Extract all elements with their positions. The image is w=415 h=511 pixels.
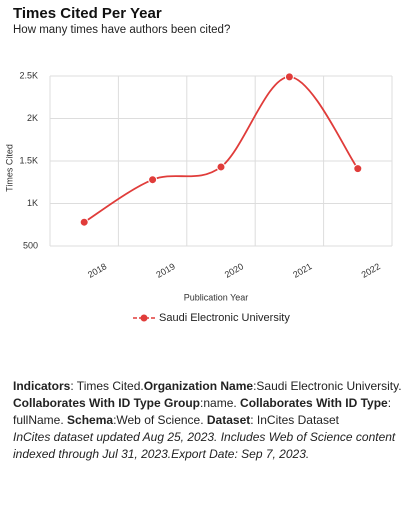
- chart-subtitle: How many times have authors been cited?: [13, 24, 230, 36]
- chart: Times Cited Per Year How many times have…: [4, 5, 393, 324]
- x-tick-label: 2019: [154, 261, 176, 280]
- data-point: [353, 164, 363, 174]
- x-tick-label: 2021: [291, 261, 313, 280]
- y-tick-label: 2K: [27, 113, 38, 123]
- x-axis-label: Publication Year: [184, 292, 249, 302]
- indicator-label: Collaborates With ID Type: [240, 396, 388, 410]
- data-point: [148, 175, 158, 185]
- legend-marker: [140, 314, 148, 322]
- y-tick-label: 2.5K: [19, 70, 38, 80]
- x-tick-label: 2020: [223, 261, 245, 280]
- indicator-label: Organization Name: [143, 379, 254, 393]
- x-tick-label: 2018: [86, 261, 108, 280]
- indicator-label: Dataset: [206, 413, 251, 427]
- indicator-label: Indicators: [13, 379, 71, 393]
- indicator-text: :Web of Science.: [113, 413, 207, 427]
- indicator-text: :name.: [200, 396, 241, 410]
- indicator-text: : fullName.: [13, 396, 392, 427]
- data-point: [79, 217, 89, 227]
- indicator-label: Collaborates With ID Type Group: [13, 396, 201, 410]
- data-point: [216, 162, 226, 172]
- dataset-note: InCites dataset updated Aug 25, 2023. In…: [13, 430, 396, 461]
- series-line: [83, 75, 359, 223]
- chart-title: Times Cited Per Year: [13, 5, 162, 22]
- indicator-text: :Saudi Electronic University.: [253, 379, 402, 393]
- y-tick-label: 500: [23, 240, 38, 250]
- y-tick-label: 1.5K: [19, 155, 38, 165]
- indicator-label: Schema: [67, 413, 114, 427]
- indicators: Indicators: Times Cited.Organization Nam…: [13, 378, 405, 429]
- y-axis-label: Times Cited: [4, 144, 14, 192]
- data-point: [284, 72, 294, 82]
- y-tick-label: 1K: [27, 198, 38, 208]
- footer-notes: Indicators: Times Cited.Organization Nam…: [13, 378, 405, 463]
- indicator-text: : Times Cited.: [70, 379, 144, 393]
- indicator-text: : InCites Dataset: [250, 413, 339, 427]
- x-tick-label: 2022: [360, 261, 382, 280]
- legend-label: Saudi Electronic University: [159, 312, 290, 324]
